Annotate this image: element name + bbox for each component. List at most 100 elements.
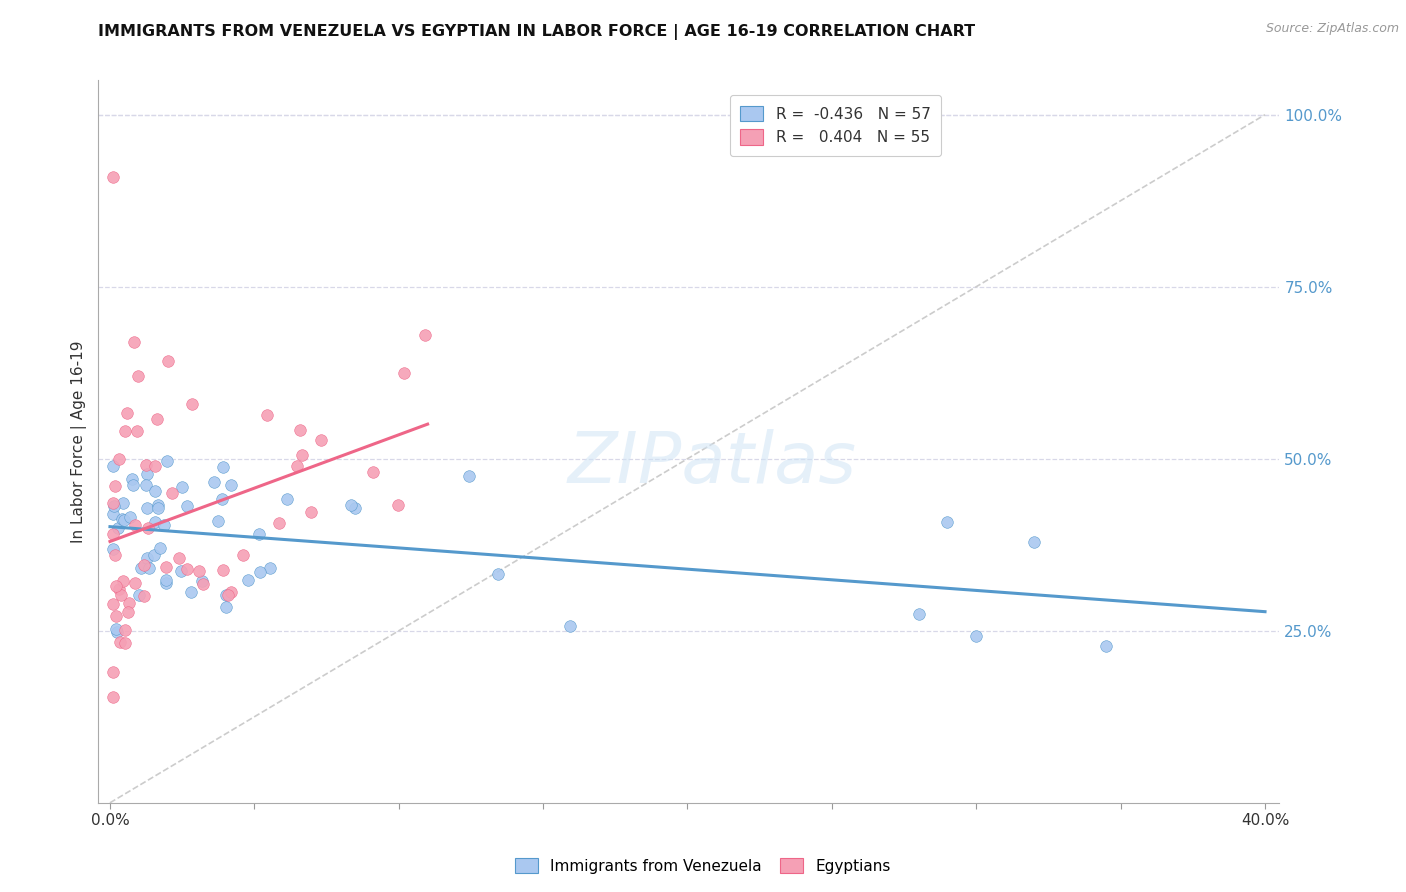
Point	[101, 496, 124, 510]
Point	[101, 527, 124, 541]
Point	[160, 486, 183, 500]
Point	[247, 527, 270, 541]
Point	[157, 353, 180, 368]
Point	[110, 588, 132, 602]
Point	[101, 458, 124, 473]
Point	[219, 478, 242, 492]
Point	[269, 516, 291, 531]
Point	[117, 605, 139, 619]
Point	[101, 665, 124, 680]
Legend: R =  -0.436   N = 57, R =   0.404   N = 55: R = -0.436 N = 57, R = 0.404 N = 55	[730, 95, 941, 156]
Point	[135, 551, 157, 566]
Point	[936, 516, 959, 530]
Point	[112, 496, 135, 510]
Point	[207, 514, 229, 528]
Point	[285, 458, 308, 473]
Point	[170, 564, 193, 578]
Point	[121, 471, 143, 485]
Point	[112, 512, 135, 526]
Text: ZIPatlas: ZIPatlas	[568, 429, 858, 498]
Point	[191, 576, 214, 591]
Point	[142, 548, 165, 562]
Point	[101, 597, 124, 611]
Point	[132, 589, 155, 603]
Point	[176, 500, 198, 514]
Point	[215, 600, 238, 615]
Point	[124, 517, 146, 532]
Point	[167, 550, 190, 565]
Point	[114, 623, 136, 637]
Point	[135, 501, 157, 516]
Point	[155, 574, 177, 588]
Point	[143, 483, 166, 498]
Point	[127, 424, 149, 438]
Point	[105, 622, 128, 636]
Point	[108, 451, 131, 466]
Point	[392, 366, 415, 380]
Point	[143, 458, 166, 473]
Point	[214, 588, 236, 602]
Point	[134, 558, 156, 572]
Y-axis label: In Labor Force | Age 16-19: In Labor Force | Age 16-19	[72, 340, 87, 543]
Point	[155, 560, 177, 574]
Point	[486, 567, 509, 582]
Point	[101, 508, 124, 522]
Point	[127, 369, 149, 384]
Point	[965, 629, 987, 643]
Point	[124, 575, 146, 590]
Point	[146, 500, 169, 515]
Point	[112, 574, 135, 589]
Point	[101, 542, 124, 557]
Point	[117, 406, 139, 420]
Point	[288, 423, 311, 437]
Point	[558, 618, 581, 632]
Point	[118, 510, 141, 524]
Point	[218, 588, 240, 602]
Point	[107, 521, 129, 535]
Point	[170, 480, 193, 494]
Point	[291, 448, 314, 462]
Point	[104, 548, 127, 562]
Point	[143, 515, 166, 529]
Point	[188, 564, 211, 578]
Point	[211, 460, 233, 475]
Point	[104, 578, 127, 592]
Point	[108, 635, 131, 649]
Point	[108, 582, 131, 596]
Point	[458, 469, 481, 483]
Point	[236, 573, 259, 587]
Point	[344, 501, 367, 516]
Point	[276, 492, 298, 507]
Point	[1095, 640, 1118, 654]
Point	[149, 541, 172, 555]
Point	[232, 548, 254, 562]
Point	[138, 561, 160, 575]
Point	[340, 498, 363, 512]
Point	[202, 475, 225, 490]
Point	[155, 576, 177, 591]
Point	[211, 491, 233, 506]
Point	[181, 397, 204, 411]
Point	[156, 454, 179, 468]
Point	[176, 562, 198, 576]
Point	[256, 408, 278, 422]
Point	[415, 327, 437, 342]
Point	[118, 596, 141, 610]
Point	[136, 467, 159, 481]
Point	[309, 433, 332, 447]
Point	[136, 521, 159, 535]
Point	[146, 412, 169, 426]
Point	[101, 169, 124, 184]
Point	[128, 588, 150, 602]
Point	[146, 498, 169, 512]
Point	[105, 609, 128, 624]
Point	[259, 561, 281, 575]
Point	[387, 498, 409, 512]
Point	[114, 636, 136, 650]
Point	[1022, 534, 1045, 549]
Point	[212, 564, 235, 578]
Point	[249, 565, 271, 579]
Point	[153, 518, 176, 533]
Point	[131, 561, 153, 575]
Point	[180, 585, 202, 599]
